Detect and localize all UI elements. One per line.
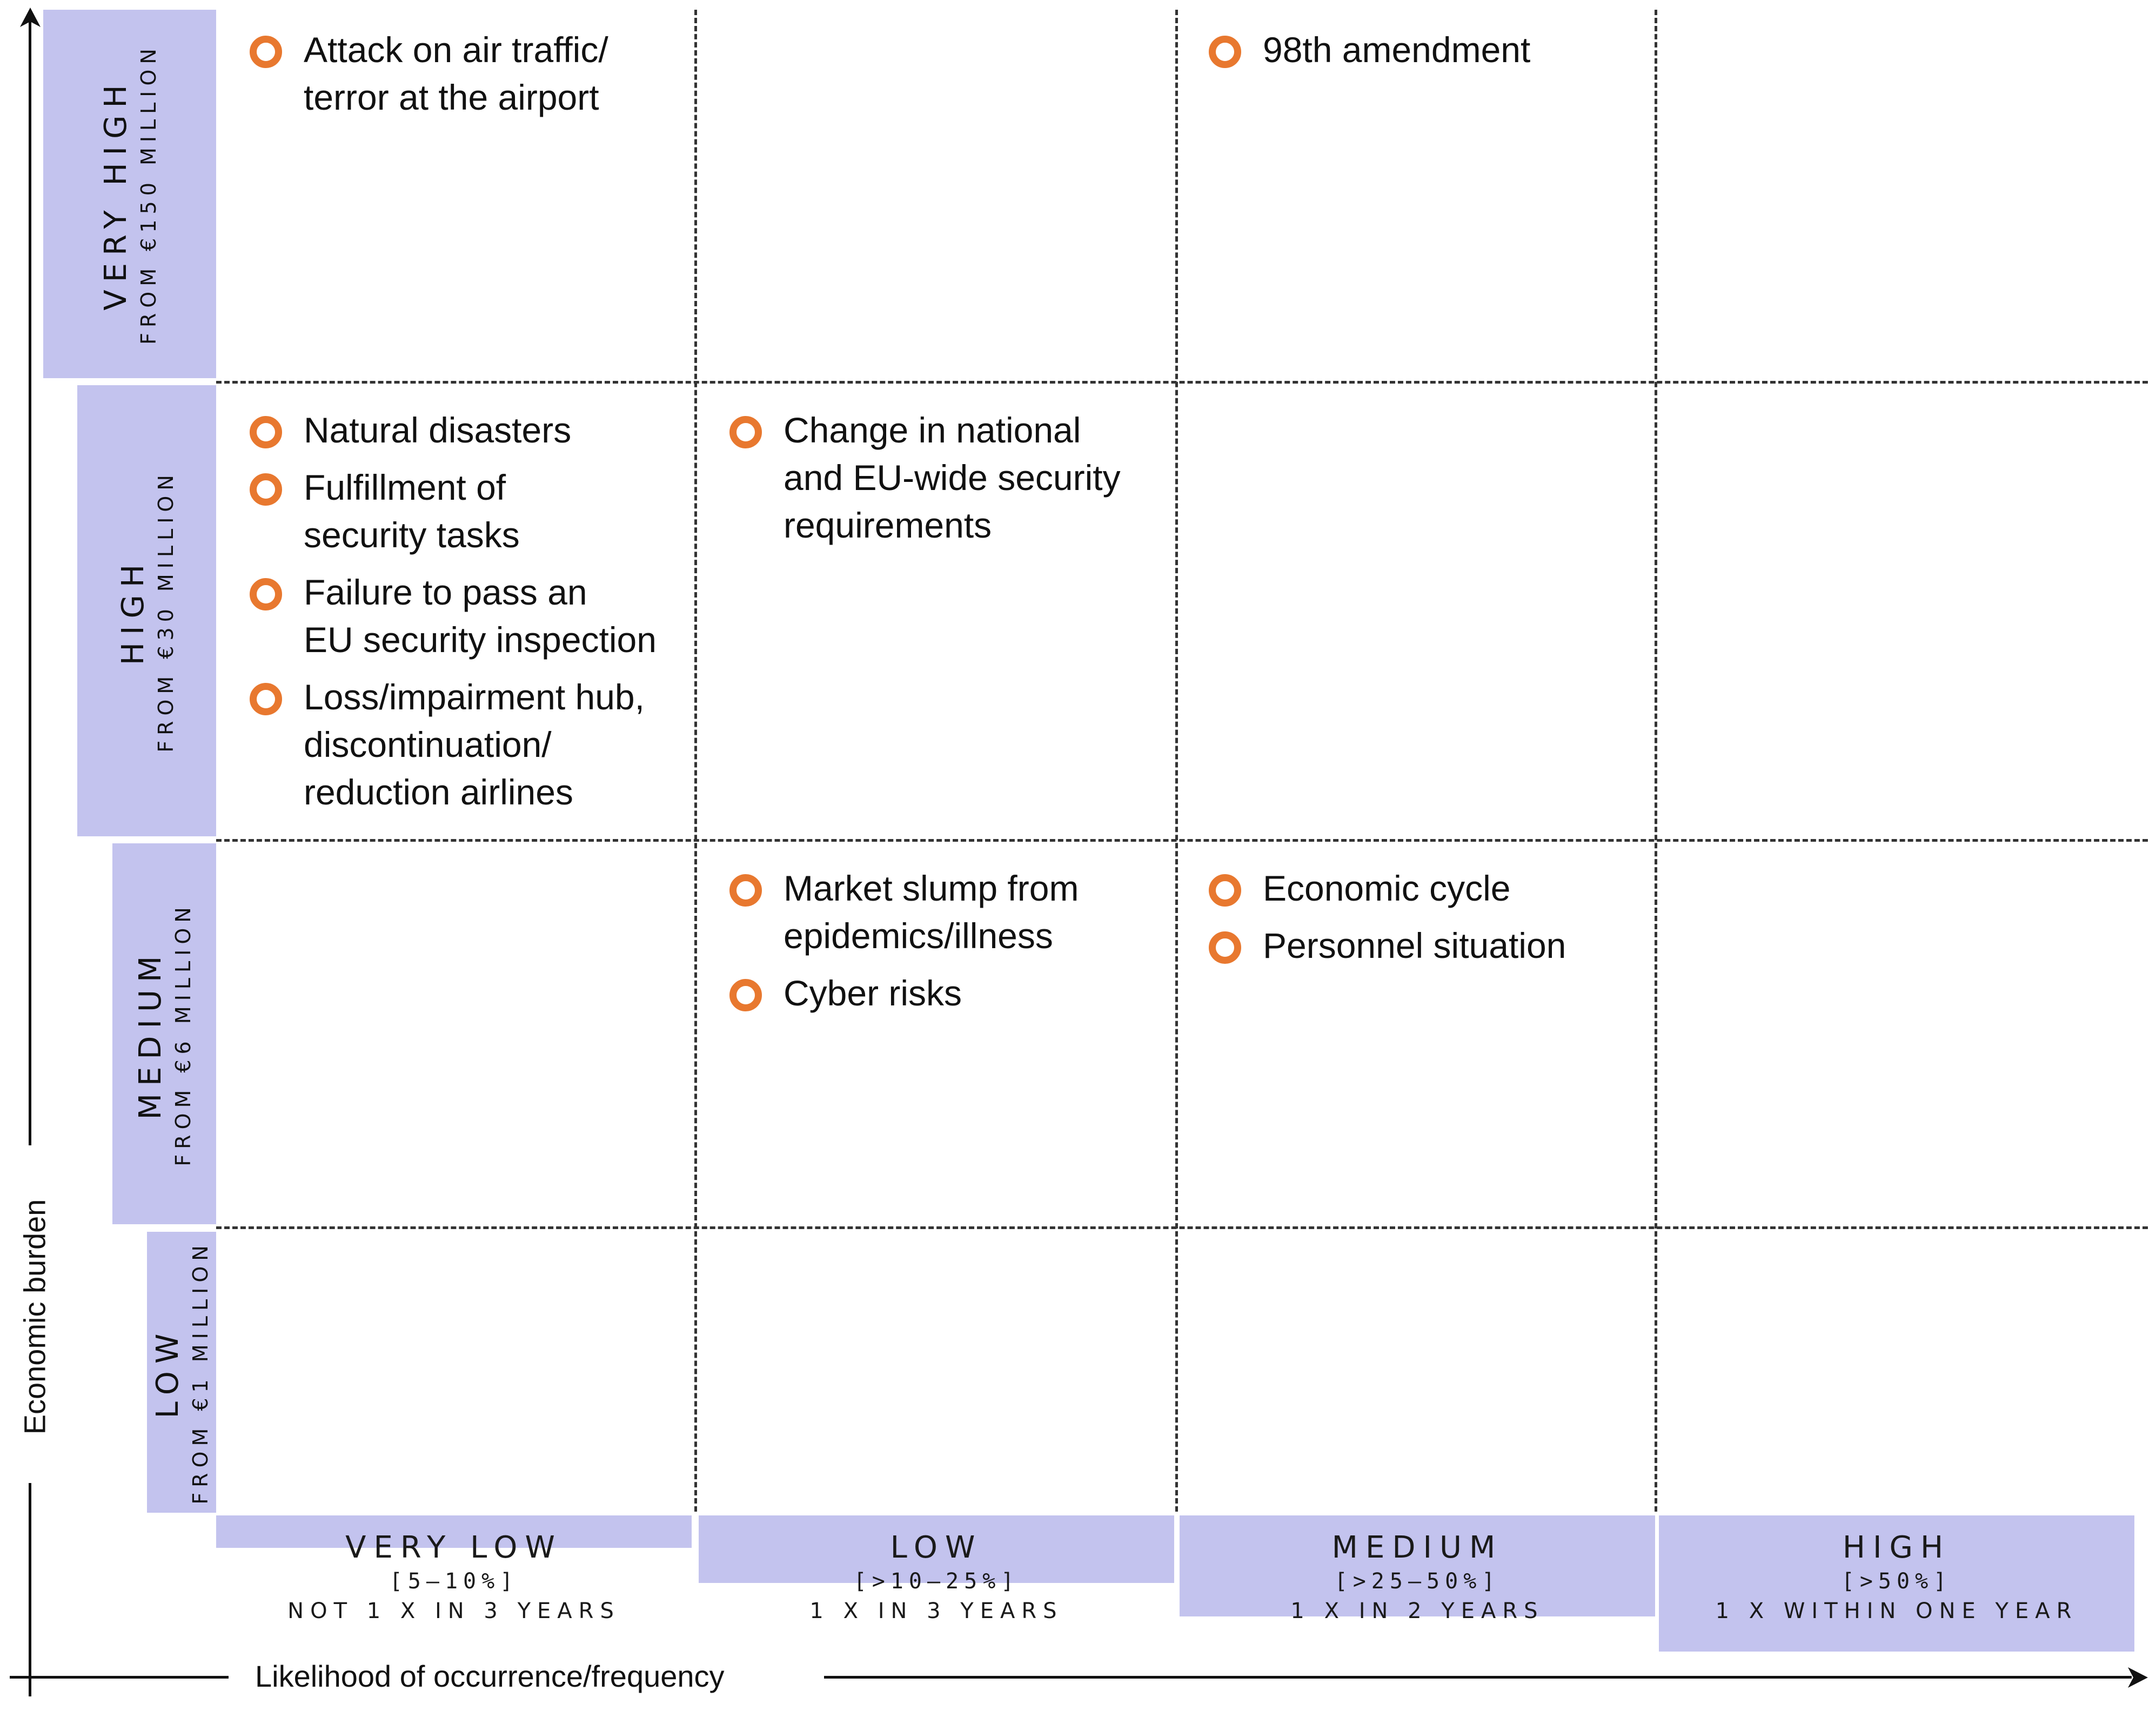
- x-level-range: [>50%]: [1841, 1569, 1952, 1594]
- x-level-medium-box: [1180, 1515, 1655, 1616]
- risk-item: Change in national and EU-wide security …: [729, 406, 1173, 549]
- x-level-low-box: [699, 1515, 1174, 1583]
- y-axis-line-upper: [29, 22, 31, 1145]
- grid-line-horizontal: [216, 839, 2148, 842]
- y-axis-label: Economic burden: [17, 1199, 52, 1435]
- x-level-low: LOW [>10—25%] 1 X IN 3 YEARS: [699, 1529, 1174, 1626]
- grid-line-vertical: [1175, 10, 1178, 1512]
- y-level-title: VERY HIGH: [98, 77, 133, 311]
- risk-item-label: Loss/impairment hub, discontinuation/ re…: [304, 677, 645, 812]
- x-level-frequency: 1 X IN 3 YEARS: [809, 1599, 1063, 1623]
- y-axis-arrow-icon: [20, 8, 41, 27]
- bullet-ring-icon: [250, 416, 282, 448]
- risk-item-label: Fulfillment of security tasks: [304, 467, 520, 555]
- x-level-frequency: NOT 1 X IN 3 YEARS: [287, 1599, 620, 1623]
- risk-item: Attack on air traffic/ terror at the air…: [250, 26, 682, 121]
- risk-item-label: 98th amendment: [1263, 30, 1531, 70]
- x-level-medium: MEDIUM [>25—50%] 1 X IN 2 YEARS: [1180, 1529, 1655, 1626]
- axis-origin-tick: [10, 1676, 229, 1679]
- risk-item: Fulfillment of security tasks: [250, 464, 693, 559]
- x-level-title: MEDIUM: [1331, 1530, 1503, 1565]
- x-level-very-low-box: [216, 1515, 692, 1548]
- y-level-title: HIGH: [115, 556, 151, 665]
- grid-line-vertical: [694, 10, 697, 1512]
- bullet-ring-icon: [250, 473, 282, 506]
- risk-item: Economic cycle: [1209, 864, 1641, 912]
- grid-line-vertical: [1655, 10, 1657, 1512]
- risk-item-label: Personnel situation: [1263, 925, 1566, 965]
- cell-very-high-medium: 98th amendment: [1209, 26, 1641, 83]
- y-level-low: LOW FROM €1 MILLION: [147, 1232, 216, 1513]
- x-level-range: [>10—25%]: [853, 1569, 1020, 1594]
- x-level-high: HIGH [>50%] 1 X WITHIN ONE YEAR: [1659, 1529, 2134, 1626]
- x-level-title: LOW: [890, 1530, 983, 1565]
- bullet-ring-icon: [1209, 36, 1241, 68]
- x-axis-line: [824, 1676, 2132, 1679]
- x-axis-arrow-icon: [2128, 1667, 2148, 1688]
- cell-medium-medium: Economic cycle Personnel situation: [1209, 864, 1641, 979]
- cell-high-very-low: Natural disasters Fulfillment of security…: [250, 406, 693, 826]
- y-level-threshold: FROM €30 MILLION: [153, 469, 178, 753]
- x-level-range: [>25—50%]: [1334, 1569, 1501, 1594]
- y-axis-line-lower: [29, 1483, 31, 1696]
- risk-item-label: Cyber risks: [784, 973, 962, 1013]
- risk-item: Loss/impairment hub, discontinuation/ re…: [250, 673, 693, 816]
- cell-very-high-very-low: Attack on air traffic/ terror at the air…: [250, 26, 682, 131]
- y-level-threshold: FROM €150 MILLION: [137, 43, 160, 345]
- y-level-threshold: FROM €6 MILLION: [171, 901, 195, 1166]
- risk-item: 98th amendment: [1209, 26, 1641, 73]
- bullet-ring-icon: [1209, 931, 1241, 964]
- bullet-ring-icon: [729, 416, 762, 448]
- bullet-ring-icon: [1209, 874, 1241, 907]
- risk-item: Failure to pass an EU security inspectio…: [250, 568, 693, 663]
- risk-item-label: Change in national and EU-wide security …: [784, 410, 1121, 545]
- x-level-very-low: VERY LOW [5—10%] NOT 1 X IN 3 YEARS: [216, 1529, 692, 1626]
- y-level-threshold: FROM €1 MILLION: [189, 1240, 212, 1505]
- bullet-ring-icon: [250, 578, 282, 610]
- risk-item-label: Market slump from epidemics/illness: [784, 868, 1079, 956]
- risk-item-label: Natural disasters: [304, 410, 572, 450]
- x-level-frequency: 1 X IN 2 YEARS: [1290, 1599, 1544, 1623]
- y-level-very-high: VERY HIGH FROM €150 MILLION: [43, 10, 216, 378]
- risk-item-label: Economic cycle: [1263, 868, 1511, 908]
- y-level-title: LOW: [150, 1326, 185, 1419]
- y-level-title: MEDIUM: [133, 948, 168, 1119]
- bullet-ring-icon: [729, 979, 762, 1011]
- risk-item: Cyber risks: [729, 969, 1173, 1017]
- bullet-ring-icon: [250, 683, 282, 715]
- y-level-high: HIGH FROM €30 MILLION: [77, 385, 216, 836]
- risk-item: Personnel situation: [1209, 922, 1641, 969]
- x-level-range: [5—10%]: [389, 1569, 519, 1594]
- x-axis-label: Likelihood of occurrence/frequency: [255, 1659, 725, 1693]
- cell-medium-low: Market slump from epidemics/illness Cyber…: [729, 864, 1173, 1026]
- x-level-title: HIGH: [1842, 1530, 1951, 1565]
- x-level-title: VERY LOW: [345, 1530, 563, 1565]
- bullet-ring-icon: [250, 36, 282, 68]
- x-level-high-box: [1659, 1515, 2134, 1652]
- y-level-medium: MEDIUM FROM €6 MILLION: [112, 843, 216, 1224]
- x-level-frequency: 1 X WITHIN ONE YEAR: [1715, 1599, 2078, 1623]
- risk-item-label: Attack on air traffic/ terror at the air…: [304, 30, 608, 117]
- risk-item: Natural disasters: [250, 406, 693, 454]
- grid-line-horizontal: [216, 1226, 2148, 1229]
- risk-item: Market slump from epidemics/illness: [729, 864, 1173, 959]
- cell-high-low: Change in national and EU-wide security …: [729, 406, 1173, 559]
- risk-item-label: Failure to pass an EU security inspectio…: [304, 572, 657, 660]
- grid-line-horizontal: [216, 381, 2148, 384]
- bullet-ring-icon: [729, 874, 762, 907]
